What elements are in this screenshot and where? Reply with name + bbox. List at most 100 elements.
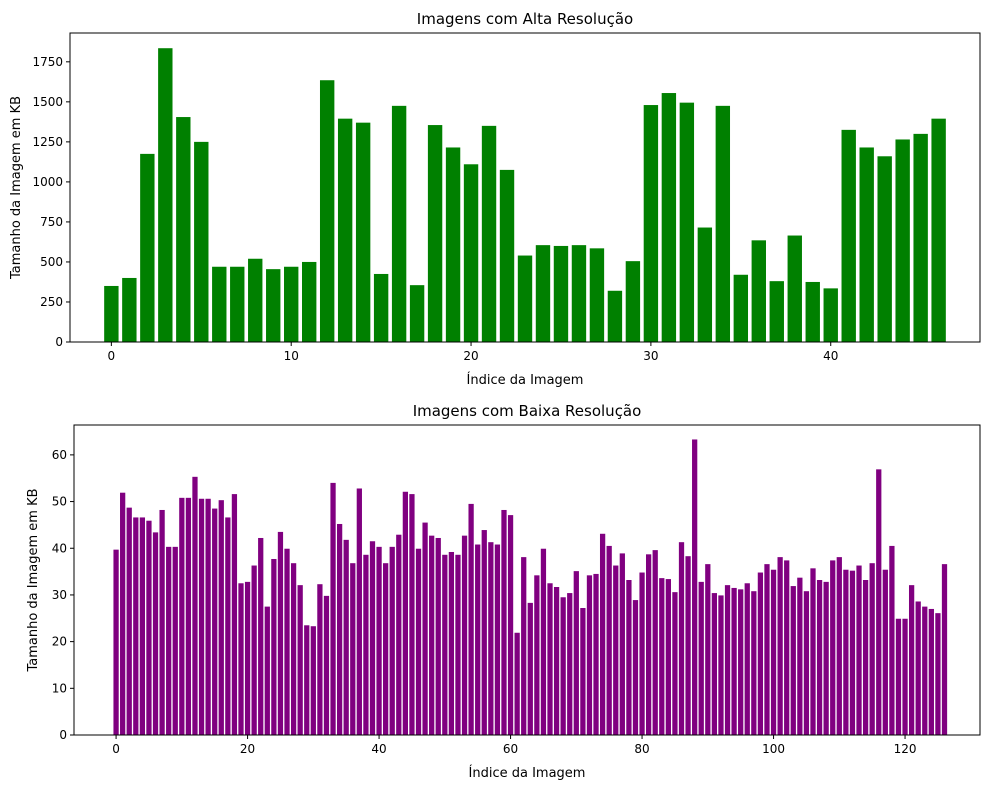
x-axis-ticks: 0 20 40 60 80 100 120 [112, 735, 917, 756]
bar [415, 548, 422, 735]
bar [435, 537, 441, 735]
bar [290, 563, 297, 735]
x-tick-label: 20 [463, 349, 478, 363]
bar [803, 591, 810, 735]
bar [244, 581, 251, 735]
bar [665, 579, 671, 735]
bar [389, 546, 395, 735]
bar [521, 557, 527, 735]
bar [928, 608, 934, 735]
bar [356, 488, 362, 735]
bar [427, 125, 443, 342]
plot-frame [69, 32, 981, 343]
bar [652, 550, 658, 735]
bar [445, 147, 461, 342]
bar [158, 48, 173, 343]
bar [391, 105, 407, 342]
bar [383, 563, 389, 735]
bar [859, 147, 874, 342]
plot-frame [73, 424, 981, 736]
x-axis-ticks: 0 10 20 30 40 [108, 342, 838, 363]
bar [302, 261, 317, 342]
bar [277, 531, 284, 735]
bar [632, 600, 639, 735]
bar [787, 235, 802, 342]
bar [599, 533, 606, 735]
bar [323, 595, 330, 735]
x-tick-label: 100 [762, 742, 785, 756]
bar [369, 541, 376, 735]
bar [770, 569, 777, 735]
bar [889, 545, 895, 735]
bar [895, 618, 902, 735]
bar [194, 141, 209, 342]
bar [212, 508, 218, 735]
x-tick-label: 0 [112, 742, 120, 756]
bar [402, 491, 408, 735]
bar [843, 569, 849, 735]
bar [198, 498, 205, 735]
bar [488, 542, 494, 735]
bar [337, 118, 353, 342]
bar [580, 608, 586, 735]
bar [639, 572, 645, 735]
bar [231, 494, 238, 735]
bar [355, 122, 371, 342]
bar [514, 632, 520, 735]
low-resolution-chart: Imagens com Baixa Resolução 0 20 40 60 80 100… [26, 402, 981, 781]
bar [238, 583, 244, 735]
bar [823, 581, 829, 735]
bar [429, 535, 435, 735]
bar [139, 517, 146, 735]
bar [849, 570, 856, 735]
bar [422, 522, 428, 735]
x-tick-label: 80 [634, 742, 649, 756]
bar [176, 117, 191, 342]
bar [679, 102, 695, 343]
bar [738, 589, 744, 735]
bars [113, 439, 948, 735]
bar [757, 572, 764, 735]
bar [284, 548, 290, 735]
bar [350, 563, 356, 735]
bar [790, 586, 796, 735]
high-resolution-chart: Imagens com Alta Resolução 0 10 20 30 40 0 25… [9, 10, 981, 388]
bar [442, 554, 448, 735]
chart-title: Imagens com Baixa Resolução [413, 402, 642, 420]
x-tick-label: 40 [371, 742, 386, 756]
bar [697, 227, 713, 342]
y-axis-label: Tamanho da Imagem em KB [9, 96, 24, 280]
bar [396, 534, 402, 735]
bar [830, 560, 836, 735]
bar [271, 558, 277, 735]
bar [805, 281, 820, 342]
bar [692, 439, 698, 735]
bar [297, 585, 303, 735]
bar [251, 565, 257, 735]
x-tick-label: 30 [643, 349, 658, 363]
bar [797, 577, 803, 735]
bar [501, 509, 507, 735]
bar [895, 139, 910, 342]
bar [869, 563, 875, 735]
bar [856, 565, 862, 735]
bar [619, 553, 625, 735]
y-tick-label: 10 [52, 681, 67, 695]
bar [310, 626, 316, 735]
bar [317, 584, 323, 735]
bar [646, 554, 652, 735]
bar [343, 539, 349, 735]
bar [672, 592, 678, 735]
bar [179, 497, 185, 735]
bar [205, 498, 211, 735]
bar [724, 585, 731, 735]
y-tick-label: 30 [52, 588, 67, 602]
bar [409, 494, 415, 735]
bar [715, 105, 731, 342]
bar [166, 546, 172, 735]
bar [571, 245, 587, 342]
bar [448, 551, 455, 735]
y-tick-label: 40 [52, 541, 67, 555]
bar [941, 564, 948, 735]
